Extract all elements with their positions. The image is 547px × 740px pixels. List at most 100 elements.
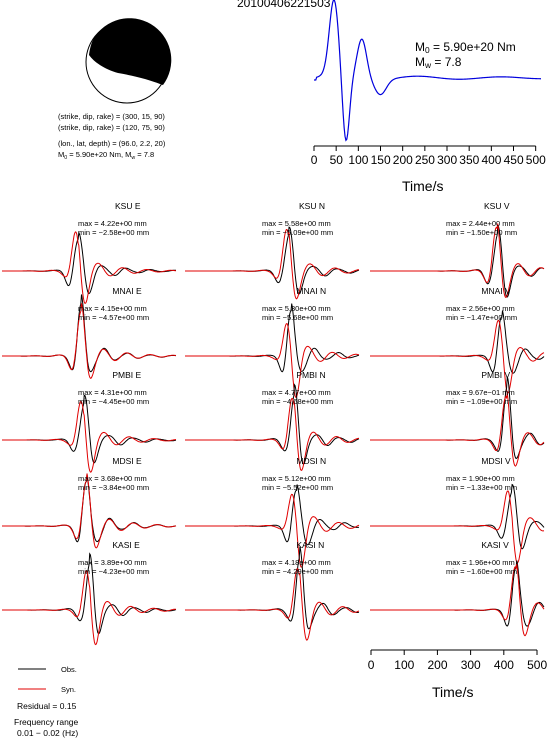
stf-mw-label: Mw = 7.8 bbox=[415, 55, 462, 71]
panel-max-value: max = 4.15e+00 mm bbox=[78, 304, 147, 313]
synthetic-trace bbox=[370, 223, 545, 299]
wave-xlabel: Time/s bbox=[432, 684, 474, 700]
synthetic-trace bbox=[185, 568, 360, 641]
beachball-compressional-quadrant bbox=[89, 18, 172, 86]
panel-max-value: max = 4.18e+00 mm bbox=[262, 558, 331, 567]
synthetic-trace bbox=[370, 563, 545, 637]
panel-max-value: max = 9.67e−01 mm bbox=[446, 388, 515, 397]
waveform-panel bbox=[185, 546, 360, 641]
panel-component-label: KSU E bbox=[115, 201, 141, 211]
waveform-panel bbox=[185, 303, 360, 398]
beachball bbox=[85, 18, 172, 104]
panel-min-value: min = −1.47e+00 mm bbox=[446, 313, 518, 322]
wave-xtick-label: 100 bbox=[394, 658, 415, 672]
stf-xtick-label: 400 bbox=[481, 153, 502, 167]
stf-xtick-label: 150 bbox=[370, 153, 391, 167]
figure-title: 20100406221503 bbox=[237, 0, 331, 10]
synthetic-trace bbox=[370, 319, 545, 394]
waveform-panels bbox=[2, 223, 545, 646]
panel-component-label: MDSI N bbox=[296, 456, 327, 466]
waveform-panel bbox=[2, 230, 177, 304]
frequency-range-value: 0.01 − 0.02 (Hz) bbox=[17, 728, 79, 738]
waveform-panel bbox=[2, 473, 177, 549]
stf-xtick-label: 500 bbox=[525, 153, 546, 167]
panel-min-value: min = −4.29e+00 mm bbox=[262, 567, 334, 576]
panel-component-label: KASI E bbox=[112, 540, 140, 550]
synthetic-trace bbox=[185, 323, 360, 398]
event-moment: M0 = 5.90e+20 Nm, Mw = 7.8 bbox=[58, 150, 155, 161]
panel-min-value: min = −5.09e+00 mm bbox=[262, 228, 334, 237]
panel-max-value: max = 2.56e+00 mm bbox=[446, 304, 515, 313]
synthetic-trace bbox=[2, 303, 177, 379]
panel-component-label: KSU N bbox=[299, 201, 325, 211]
waveform-panel bbox=[370, 560, 545, 637]
panel-max-value: max = 1.96e+00 mm bbox=[446, 558, 515, 567]
legend bbox=[18, 668, 46, 690]
legend-obs-label: Obs. bbox=[61, 665, 77, 674]
stf-xtick-label: 250 bbox=[414, 153, 435, 167]
waveform-panel bbox=[2, 294, 177, 379]
waveform-time-axis bbox=[370, 649, 538, 655]
panel-min-value: min = −5.52e+00 mm bbox=[262, 483, 334, 492]
panel-min-value: min = −4.57e+00 mm bbox=[78, 313, 150, 322]
stf-xtick-label: 50 bbox=[329, 153, 343, 167]
wave-xtick-label: 200 bbox=[427, 658, 448, 672]
panel-max-value: max = 5.12e+00 mm bbox=[262, 474, 331, 483]
panel-max-value: max = 3.89e+00 mm bbox=[78, 558, 147, 567]
observed-trace bbox=[185, 226, 360, 295]
stf-plot bbox=[313, 0, 542, 151]
stf-xlabel: Time/s bbox=[402, 178, 444, 194]
panel-max-value: max = 4.77e+00 mm bbox=[262, 388, 331, 397]
panel-min-value: min = −1.50e+00 mm bbox=[446, 228, 518, 237]
waveform-panel bbox=[370, 223, 545, 299]
panel-min-value: min = −4.45e+00 mm bbox=[78, 397, 150, 406]
synthetic-trace bbox=[185, 493, 360, 568]
synthetic-trace bbox=[2, 400, 177, 473]
panel-component-label: KSU V bbox=[484, 201, 510, 211]
panel-min-value: min = −5.68e+00 mm bbox=[262, 313, 334, 322]
residual-label: Residual = 0.15 bbox=[17, 701, 77, 711]
panel-min-value: min = −4.23e+00 mm bbox=[78, 567, 150, 576]
panel-min-value: min = −1.33e+00 mm bbox=[446, 483, 518, 492]
nodal-plane-2: (strike, dip, rake) = (120, 75, 90) bbox=[58, 123, 165, 132]
legend-syn-label: Syn. bbox=[61, 685, 77, 694]
panel-max-value: max = 5.30e+00 mm bbox=[262, 304, 331, 313]
stf-xtick-label: 100 bbox=[348, 153, 369, 167]
panel-component-label: MDSI V bbox=[481, 456, 511, 466]
stf-xtick-label: 200 bbox=[392, 153, 413, 167]
panel-component-label: KASI N bbox=[296, 540, 325, 550]
wave-xtick-label: 400 bbox=[493, 658, 514, 672]
synthetic-trace bbox=[2, 570, 176, 646]
stf-xtick-label: 300 bbox=[437, 153, 458, 167]
observed-trace bbox=[185, 484, 360, 546]
waveform-panel bbox=[185, 226, 360, 300]
stf-xtick-label: 350 bbox=[459, 153, 480, 167]
panel-component-label: MNAI N bbox=[296, 286, 327, 296]
wave-xtick-label: 500 bbox=[527, 658, 547, 672]
stf-xtick-label: 0 bbox=[310, 153, 318, 167]
waveform-panel bbox=[370, 310, 545, 394]
panel-max-value: max = 4.31e+00 mm bbox=[78, 388, 147, 397]
event-location: (lon., lat, depth) = (96.0, 2.2, 20) bbox=[58, 139, 166, 148]
panel-max-value: max = 2.44e+00 mm bbox=[446, 219, 515, 228]
panel-component-label: KASI V bbox=[481, 540, 509, 550]
panel-component-label: MDSI E bbox=[112, 456, 142, 466]
waveform-panel bbox=[2, 394, 177, 473]
stf-xtick-label: 450 bbox=[503, 153, 524, 167]
synthetic-trace bbox=[370, 490, 545, 564]
panel-max-value: max = 5.58e+00 mm bbox=[262, 219, 331, 228]
panel-component-label: MNAI V bbox=[481, 286, 511, 296]
panel-min-value: min = −1.09e+00 mm bbox=[446, 397, 518, 406]
waveform-panel bbox=[185, 383, 360, 472]
panel-max-value: max = 1.90e+00 mm bbox=[446, 474, 515, 483]
waveform-panel bbox=[370, 483, 545, 564]
synthetic-trace bbox=[185, 397, 360, 472]
stf-moment-label: M0 = 5.90e+20 Nm bbox=[415, 40, 516, 56]
waveform-panel bbox=[370, 376, 545, 467]
panel-component-label: MNAI E bbox=[112, 286, 142, 296]
panel-min-value: min = −4.68e+00 mm bbox=[262, 397, 334, 406]
observed-trace bbox=[2, 230, 176, 295]
synthetic-trace bbox=[2, 231, 177, 304]
panel-max-value: max = 3.68e+00 mm bbox=[78, 474, 147, 483]
